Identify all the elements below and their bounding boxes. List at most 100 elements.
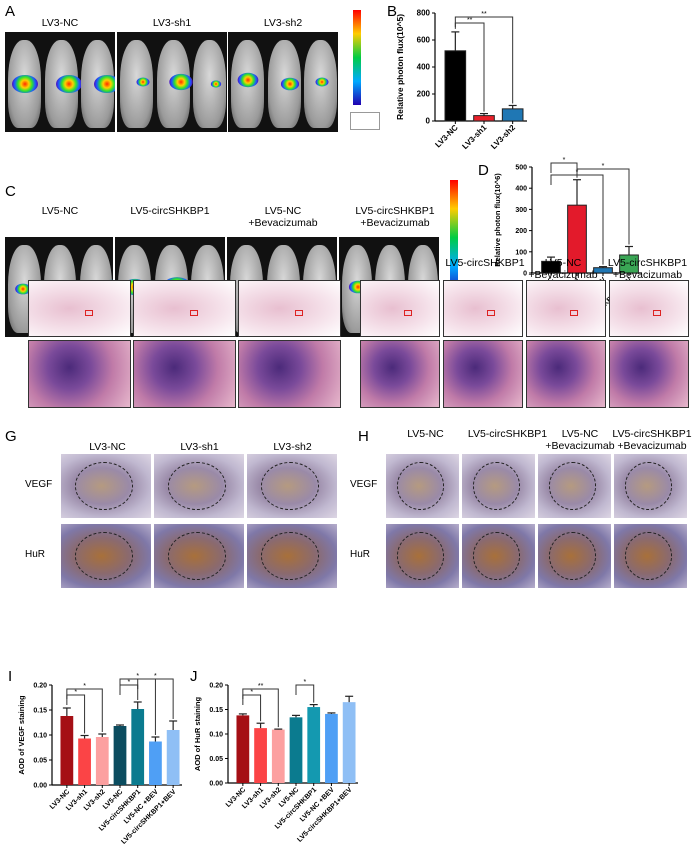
significance-bracket <box>242 694 262 722</box>
ihc-staining-image <box>613 523 688 589</box>
he-lung-high-magnification <box>443 340 523 408</box>
tumor-signal <box>15 283 31 295</box>
he-lung-high-magnification <box>238 340 341 408</box>
tumor-region-outline <box>472 531 521 580</box>
tumor-region-outline <box>260 461 319 510</box>
group-label: LV5-NC <box>407 428 444 440</box>
group-label: LV5-circSHKBP1 +Bevacizumab <box>355 205 435 229</box>
significance-bracket <box>66 694 86 734</box>
y-axis-label: AOD of HuR staining <box>193 697 202 772</box>
he-lung-high-magnification <box>360 340 440 408</box>
panel-label-c: C <box>5 183 16 200</box>
ihc-staining-image <box>60 523 152 589</box>
significance-label: * <box>563 157 566 164</box>
significance-label: * <box>83 683 86 690</box>
y-tick-label: 0.05 <box>33 758 47 765</box>
bar <box>444 50 467 122</box>
y-tick-label: 100 <box>515 249 527 256</box>
group-label: LV5-NC <box>41 205 79 217</box>
y-tick-label: 800 <box>417 9 431 18</box>
tumor-region-outline <box>624 461 673 510</box>
row-label: VEGF <box>350 479 378 490</box>
tumor-region-outline <box>624 531 673 580</box>
bioluminescence-image <box>5 32 115 132</box>
he-lung-low-magnification <box>609 280 689 337</box>
mouse <box>231 40 265 128</box>
x-tick-label: LV3-NC <box>433 123 460 150</box>
mouse <box>192 40 226 128</box>
significance-label: ** <box>467 17 473 24</box>
bar <box>342 702 356 783</box>
bioluminescence-image <box>228 32 338 132</box>
mouse <box>120 40 154 128</box>
tumor-region-outline <box>167 531 226 580</box>
significance-bracket <box>119 678 156 735</box>
tumor-region-outline <box>396 531 445 580</box>
ihc-staining-image <box>537 523 612 589</box>
tumor-region-outline <box>167 461 226 510</box>
group-label: LV3-NC <box>89 441 126 453</box>
y-tick-label: 0.10 <box>33 733 47 740</box>
y-tick-label: 0.00 <box>209 781 223 788</box>
y-tick-label: 0.15 <box>209 707 223 714</box>
tumor-signal <box>315 77 329 87</box>
tumor-region-outline <box>548 531 597 580</box>
row-label: HuR <box>350 549 371 560</box>
ihc-staining-image <box>153 523 245 589</box>
significance-label: * <box>74 689 77 696</box>
mouse <box>303 40 337 128</box>
bar <box>113 726 127 785</box>
tumor-region-outline <box>396 461 445 510</box>
tumor-region-outline <box>548 461 597 510</box>
mouse <box>267 40 301 128</box>
row-label: HuR <box>25 549 46 560</box>
bioluminescence-image <box>117 32 227 132</box>
significance-bracket <box>295 684 315 703</box>
group-label: LV5-NC +Bevacizumab <box>545 428 615 452</box>
y-tick-label: 0.20 <box>33 683 47 690</box>
bar <box>95 737 109 785</box>
mouse <box>156 40 193 128</box>
bar <box>236 715 250 783</box>
ihc-staining-image <box>537 453 612 519</box>
mouse <box>44 40 83 128</box>
tumor-signal <box>56 75 83 94</box>
he-lung-low-magnification <box>526 280 606 337</box>
bar <box>325 713 338 783</box>
mouse <box>80 40 115 128</box>
panel-label-d: D <box>478 162 489 179</box>
group-label: LV3-sh2 <box>263 17 303 29</box>
ihc-staining-image <box>60 453 152 519</box>
ihc-staining-image <box>246 523 338 589</box>
color-scale-legend <box>350 112 380 130</box>
group-label: LV5-circSHKBP1 <box>130 205 210 217</box>
significance-label: * <box>127 679 130 686</box>
tumor-region-outline <box>74 531 133 580</box>
significance-bracket <box>454 16 514 104</box>
bar <box>289 717 303 783</box>
y-axis-label: Relative photon flux(10^6) <box>493 173 502 267</box>
panel-label-a: A <box>5 3 16 20</box>
bar <box>254 728 267 783</box>
tumor-signal <box>210 80 221 88</box>
zoom-region-box <box>487 310 495 316</box>
ihc-staining-image <box>153 453 245 519</box>
significance-label: * <box>303 679 306 686</box>
ihc-staining-image <box>246 453 338 519</box>
zoom-region-box <box>84 310 93 316</box>
he-lung-low-magnification <box>238 280 341 337</box>
tumor-signal <box>94 75 115 94</box>
bar <box>60 716 74 785</box>
group-label: LV5-NC +Bevacizumab <box>248 205 318 229</box>
significance-bracket <box>66 688 103 732</box>
significance-label: * <box>576 169 579 176</box>
group-label: LV3-NC <box>41 17 79 29</box>
mouse <box>8 40 42 128</box>
y-axis-label: AOD of VEGF staining <box>17 695 26 775</box>
he-lung-high-magnification <box>28 340 131 408</box>
y-tick-label: 500 <box>515 165 527 172</box>
tumor-signal <box>136 77 150 87</box>
panel-label-j: J <box>190 668 198 685</box>
row-label: VEGF <box>25 479 53 490</box>
